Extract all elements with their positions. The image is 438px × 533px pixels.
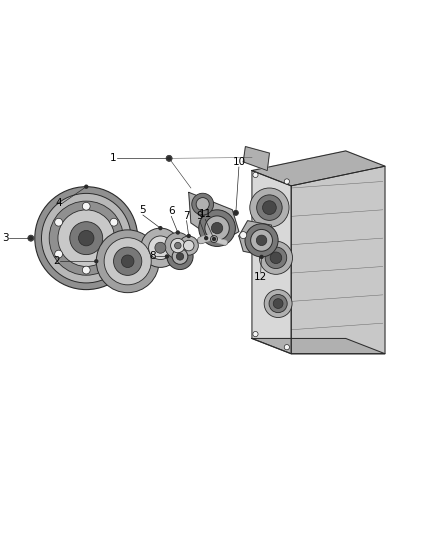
Circle shape	[141, 228, 180, 268]
Circle shape	[212, 237, 216, 241]
Text: 11: 11	[199, 209, 212, 220]
Circle shape	[104, 238, 151, 285]
Circle shape	[78, 230, 94, 246]
Circle shape	[171, 238, 185, 253]
Circle shape	[211, 236, 218, 243]
Circle shape	[284, 344, 290, 350]
Circle shape	[70, 222, 103, 255]
Text: 2: 2	[53, 256, 60, 266]
Circle shape	[265, 247, 287, 269]
Text: 10: 10	[232, 157, 245, 167]
Circle shape	[233, 210, 238, 215]
Circle shape	[55, 219, 63, 226]
Circle shape	[165, 254, 169, 259]
Circle shape	[110, 219, 118, 226]
Text: 6: 6	[168, 206, 175, 216]
Polygon shape	[252, 171, 291, 354]
Circle shape	[113, 247, 142, 276]
Circle shape	[55, 250, 63, 258]
Polygon shape	[252, 151, 385, 186]
Circle shape	[82, 203, 90, 210]
Circle shape	[250, 188, 289, 227]
Circle shape	[167, 244, 193, 270]
Circle shape	[28, 236, 33, 240]
Circle shape	[270, 252, 282, 264]
Circle shape	[58, 210, 115, 266]
Circle shape	[84, 184, 88, 189]
Text: 1: 1	[110, 154, 117, 163]
Polygon shape	[189, 192, 239, 243]
Circle shape	[177, 253, 184, 260]
Circle shape	[264, 289, 292, 318]
Polygon shape	[291, 166, 385, 354]
Circle shape	[94, 259, 99, 263]
Circle shape	[187, 234, 191, 238]
Circle shape	[28, 235, 34, 241]
Circle shape	[155, 243, 166, 253]
Circle shape	[259, 255, 264, 259]
Text: 7: 7	[183, 211, 190, 221]
Circle shape	[233, 211, 238, 215]
Circle shape	[262, 201, 276, 214]
Circle shape	[253, 172, 258, 177]
Circle shape	[121, 255, 134, 268]
Text: 9: 9	[196, 211, 203, 221]
Circle shape	[184, 240, 194, 251]
Circle shape	[251, 229, 272, 251]
Circle shape	[49, 201, 124, 275]
Text: 12: 12	[254, 272, 267, 282]
Circle shape	[179, 236, 198, 255]
Circle shape	[35, 187, 138, 289]
Text: 4: 4	[56, 198, 62, 208]
Circle shape	[256, 235, 267, 246]
Circle shape	[259, 241, 293, 274]
Circle shape	[192, 193, 214, 215]
Circle shape	[167, 156, 171, 160]
Circle shape	[165, 232, 191, 259]
Polygon shape	[252, 338, 385, 354]
Text: 5: 5	[140, 205, 146, 215]
Circle shape	[110, 250, 118, 258]
Circle shape	[82, 266, 90, 274]
Circle shape	[253, 332, 258, 337]
Circle shape	[269, 295, 287, 313]
Text: 3: 3	[3, 233, 9, 243]
Circle shape	[172, 248, 188, 264]
Polygon shape	[239, 221, 274, 256]
Polygon shape	[243, 147, 269, 171]
Circle shape	[273, 298, 283, 309]
Circle shape	[42, 193, 131, 283]
Circle shape	[212, 222, 223, 234]
Circle shape	[96, 230, 159, 293]
Circle shape	[196, 198, 209, 211]
Circle shape	[240, 232, 247, 239]
Text: 8: 8	[149, 252, 156, 262]
Circle shape	[148, 236, 172, 260]
Circle shape	[199, 210, 235, 246]
Circle shape	[158, 226, 162, 230]
Circle shape	[204, 236, 208, 240]
Circle shape	[175, 243, 181, 249]
Circle shape	[166, 155, 172, 161]
Circle shape	[176, 230, 180, 235]
Circle shape	[205, 216, 229, 240]
Circle shape	[284, 179, 290, 184]
Circle shape	[257, 195, 282, 220]
Circle shape	[245, 224, 278, 257]
